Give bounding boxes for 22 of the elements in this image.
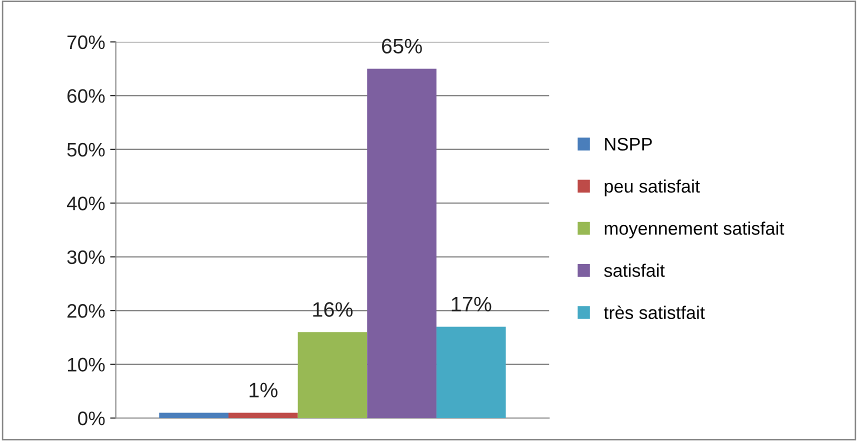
data-label: 16%	[313, 302, 353, 317]
legend-label: moyennement satisfait	[604, 222, 784, 238]
y-tick-label: 60%	[67, 89, 105, 103]
legend-label: NSPP	[605, 138, 652, 151]
legend-label: très satistfait	[604, 306, 705, 320]
data-label: 1%	[250, 382, 278, 398]
bar	[159, 412, 228, 418]
y-tick-label: 0%	[78, 412, 105, 426]
bar	[436, 326, 506, 418]
y-tick-label: 10%	[68, 358, 105, 372]
y-tick-label: 30%	[67, 250, 105, 264]
y-tick-label: 70%	[67, 35, 105, 50]
data-label: 65%	[382, 38, 422, 54]
legend-label: peu satisfait	[604, 179, 700, 196]
y-tick-label: 40%	[66, 196, 105, 210]
bar	[228, 412, 298, 418]
y-tick-label: 20%	[67, 304, 105, 318]
data-label: 17%	[452, 296, 492, 312]
legend-label: satisfait	[604, 264, 665, 277]
bar	[367, 68, 436, 418]
bar	[298, 332, 368, 418]
y-tick-label: 50%	[67, 142, 105, 157]
